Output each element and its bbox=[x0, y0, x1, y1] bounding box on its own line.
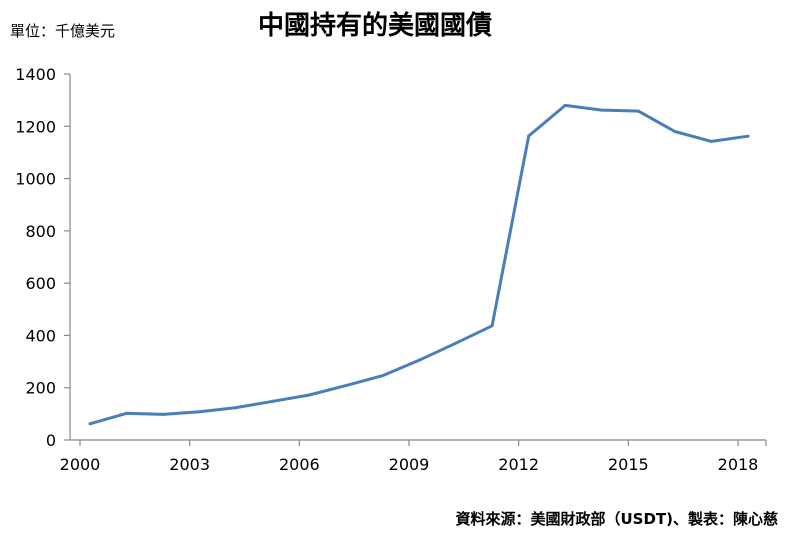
x-tick-label: 2012 bbox=[498, 455, 539, 474]
unit-label: 單位：千億美元 bbox=[10, 22, 116, 40]
data-point bbox=[673, 130, 677, 133]
y-tick-label: 0 bbox=[46, 431, 56, 450]
x-axis-ticks: 2000 2003 2006 2009 2012 2015 2018 bbox=[60, 440, 767, 474]
x-tick-label: 2006 bbox=[279, 455, 320, 474]
data-point bbox=[563, 103, 567, 107]
y-axis-ticks: 0 200 400 600 800 1000 1200 1400 bbox=[15, 65, 70, 450]
x-tick-label: 2015 bbox=[608, 455, 649, 474]
x-tick-label: 2018 bbox=[718, 455, 759, 474]
y-tick-label: 1200 bbox=[15, 117, 56, 136]
data-point bbox=[125, 411, 129, 415]
data-point bbox=[636, 109, 640, 113]
data-point bbox=[198, 410, 202, 414]
data-point bbox=[490, 324, 494, 328]
series-lines bbox=[88, 103, 750, 426]
data-point bbox=[709, 139, 713, 143]
data-point bbox=[161, 412, 165, 416]
data-point bbox=[600, 108, 604, 112]
data-point bbox=[234, 406, 238, 410]
data-point bbox=[271, 399, 275, 403]
y-tick-label: 800 bbox=[25, 222, 56, 241]
y-tick-label: 400 bbox=[25, 326, 56, 345]
x-tick-label: 2009 bbox=[389, 455, 430, 474]
data-point bbox=[344, 384, 348, 388]
chart-title: 中國持有的美國國債 bbox=[258, 11, 493, 41]
x-tick-label: 2000 bbox=[60, 455, 101, 474]
series-line bbox=[88, 103, 750, 426]
data-point bbox=[454, 341, 458, 345]
data-point bbox=[307, 393, 311, 397]
data-point bbox=[746, 134, 750, 138]
chart-axes bbox=[69, 74, 766, 441]
y-tick-label: 1000 bbox=[15, 170, 56, 189]
y-tick-label: 200 bbox=[25, 379, 56, 398]
x-tick-label: 2003 bbox=[169, 455, 210, 474]
data-point bbox=[380, 374, 384, 378]
source-label: 資料來源：美國財政部（USDT)、製表：陳心慈 bbox=[455, 510, 778, 528]
y-tick-label: 600 bbox=[25, 274, 56, 293]
data-point bbox=[527, 134, 531, 138]
data-point bbox=[417, 358, 421, 362]
data-point bbox=[88, 422, 92, 426]
y-tick-label: 1400 bbox=[15, 65, 56, 84]
